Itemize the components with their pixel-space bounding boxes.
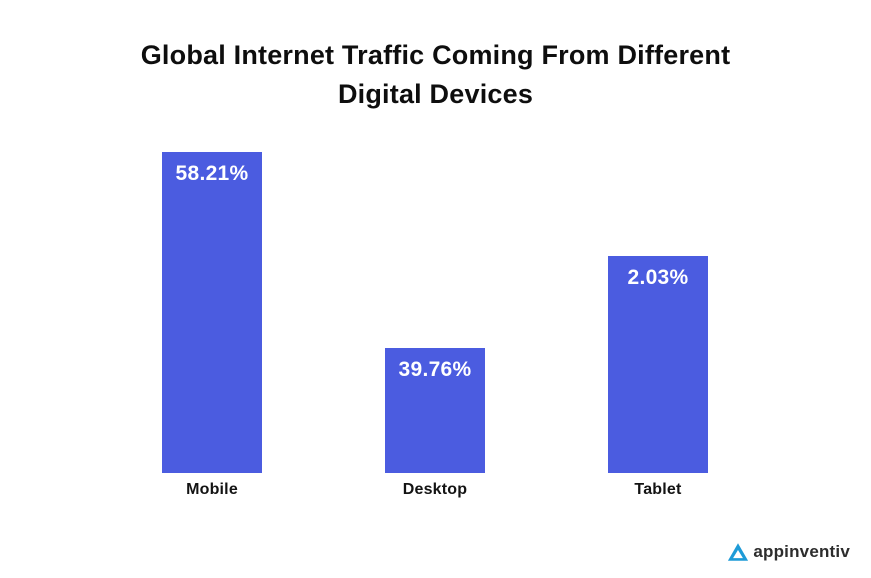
appinventiv-logo-icon <box>728 543 749 561</box>
bar-value-label: 58.21% <box>175 162 249 185</box>
bar-value-label: 2.03% <box>627 266 689 289</box>
appinventiv-logo-text: appinventiv <box>753 542 850 561</box>
chart-title: Global Internet Traffic Coming From Diff… <box>0 36 871 114</box>
chart-title-line-1: Global Internet Traffic Coming From Diff… <box>140 40 731 70</box>
bar-category-label: Mobile <box>186 481 238 498</box>
bar-category-label: Desktop <box>402 481 468 498</box>
chart-title-line-2: Digital Devices <box>337 79 534 109</box>
bar-tablet: 2.03% <box>608 256 708 473</box>
bar-plot: 58.21% 39.76% 2.03% <box>162 152 708 473</box>
bar-desktop: 39.76% <box>385 348 485 473</box>
bar-value-label: 39.76% <box>398 358 472 381</box>
appinventiv-logo: appinventiv <box>727 541 850 563</box>
bar-mobile: 58.21% <box>162 152 262 473</box>
bar-category-label: Tablet <box>634 481 682 498</box>
